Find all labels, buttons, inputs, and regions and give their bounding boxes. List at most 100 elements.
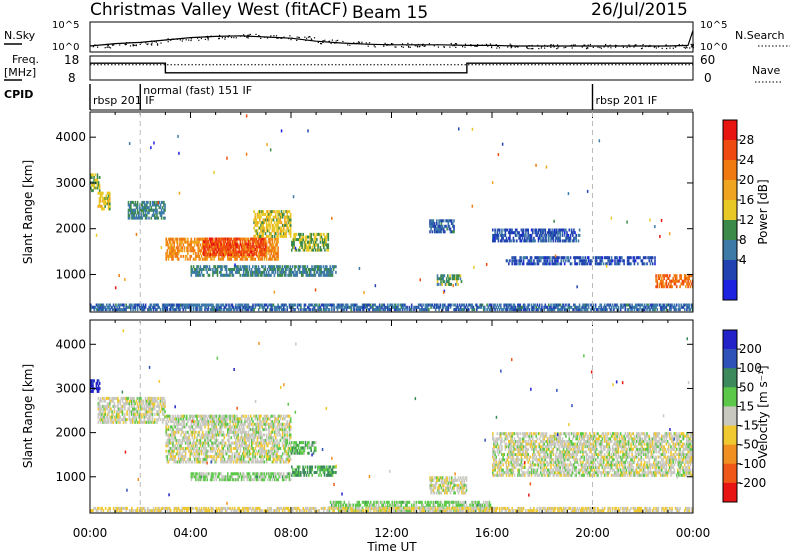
power-cell bbox=[261, 212, 263, 216]
velocity-cell bbox=[219, 420, 221, 424]
power-cell bbox=[222, 257, 225, 261]
power-cell bbox=[152, 305, 155, 309]
velocity-cell bbox=[129, 410, 132, 414]
velocity-cell bbox=[196, 447, 198, 450]
power-cell bbox=[343, 305, 346, 309]
power-cell bbox=[554, 231, 557, 235]
power-cell bbox=[238, 305, 241, 309]
nsky-point bbox=[541, 46, 543, 48]
power-cell bbox=[503, 233, 505, 237]
power-cell bbox=[669, 279, 671, 283]
nsky-point bbox=[322, 41, 324, 44]
power-cell bbox=[223, 265, 226, 269]
power-cell bbox=[510, 303, 512, 307]
power-cell bbox=[617, 305, 620, 309]
power-cell bbox=[308, 305, 310, 309]
power-cell bbox=[298, 268, 301, 271]
velocity-cell bbox=[207, 436, 210, 440]
power-cell bbox=[277, 252, 279, 255]
power-cell bbox=[294, 246, 297, 250]
velocity-cell bbox=[101, 407, 103, 411]
velocity-cell bbox=[153, 407, 156, 411]
power-cell bbox=[559, 262, 561, 266]
power-cell bbox=[471, 308, 473, 312]
power-cell bbox=[661, 308, 663, 312]
power-cell bbox=[203, 242, 205, 246]
power-cell bbox=[277, 254, 279, 258]
power-cell bbox=[432, 305, 435, 309]
velocity-cell bbox=[163, 418, 165, 422]
power-cell bbox=[438, 219, 440, 223]
power-cell bbox=[207, 252, 210, 255]
power-cell bbox=[329, 268, 331, 271]
power-cell bbox=[313, 303, 316, 307]
velocity-cell bbox=[199, 460, 202, 464]
power-cell bbox=[265, 226, 268, 230]
velocity-cell bbox=[174, 417, 177, 421]
power-cell bbox=[356, 305, 358, 309]
power-cell bbox=[254, 257, 257, 261]
velocity-cell bbox=[204, 438, 206, 442]
power-cell bbox=[301, 238, 303, 242]
power-cell bbox=[139, 305, 141, 309]
velocity-cell bbox=[102, 410, 104, 414]
power-cell bbox=[659, 282, 662, 286]
power-cell bbox=[376, 305, 379, 309]
power-cell bbox=[372, 308, 374, 312]
velocity-cell bbox=[148, 396, 150, 400]
power-cell bbox=[164, 208, 166, 212]
power-cell bbox=[574, 259, 576, 263]
velocity-cell bbox=[205, 455, 207, 459]
power-cell bbox=[324, 243, 326, 247]
power-cell bbox=[265, 308, 268, 312]
velocity-cell bbox=[149, 412, 151, 416]
power-cell bbox=[434, 224, 437, 228]
velocity-cell bbox=[166, 455, 169, 459]
power-cell bbox=[447, 305, 450, 309]
power-cell bbox=[332, 303, 334, 307]
power-cell bbox=[549, 262, 551, 266]
power-cell bbox=[642, 256, 645, 260]
power-cell bbox=[136, 206, 139, 210]
power-cell bbox=[276, 229, 278, 233]
power-cell bbox=[142, 213, 145, 217]
velocity-cell bbox=[221, 438, 223, 442]
nsky-point bbox=[406, 44, 408, 46]
power-cell bbox=[214, 268, 216, 271]
velocity-cell bbox=[125, 402, 127, 406]
power-cell bbox=[209, 249, 212, 253]
velocity-cell bbox=[200, 441, 203, 445]
velocity-cell bbox=[128, 399, 131, 403]
power-cell bbox=[510, 239, 512, 243]
power-cell bbox=[271, 210, 274, 214]
velocity-cell bbox=[208, 430, 211, 434]
nsky-point bbox=[306, 37, 308, 39]
power-cell bbox=[449, 305, 452, 309]
power-cell bbox=[92, 183, 94, 187]
power-cell bbox=[221, 254, 223, 258]
power-cell bbox=[490, 303, 493, 307]
power-cell bbox=[148, 308, 150, 312]
power-cell bbox=[136, 308, 139, 312]
power-cell bbox=[181, 303, 183, 307]
power-cell bbox=[277, 246, 279, 250]
power-cell bbox=[192, 246, 195, 250]
power-cell bbox=[124, 308, 126, 312]
power-cell bbox=[550, 233, 552, 237]
power-cell bbox=[198, 308, 201, 312]
velocity-cell bbox=[147, 418, 149, 422]
power-cell bbox=[433, 227, 436, 231]
nsky-point bbox=[111, 44, 114, 46]
power-cell bbox=[527, 303, 529, 307]
power-cell bbox=[264, 240, 267, 244]
power-cell bbox=[127, 203, 130, 207]
power-cell bbox=[222, 247, 225, 251]
power-cell bbox=[268, 249, 270, 253]
velocity-cell bbox=[190, 425, 193, 429]
power-cell bbox=[234, 263, 236, 267]
power-cell bbox=[323, 268, 326, 271]
power-ytick-label: 1000 bbox=[55, 267, 86, 281]
power-cell bbox=[275, 215, 277, 219]
power-cell bbox=[362, 305, 365, 309]
velocity-cell bbox=[168, 417, 171, 421]
